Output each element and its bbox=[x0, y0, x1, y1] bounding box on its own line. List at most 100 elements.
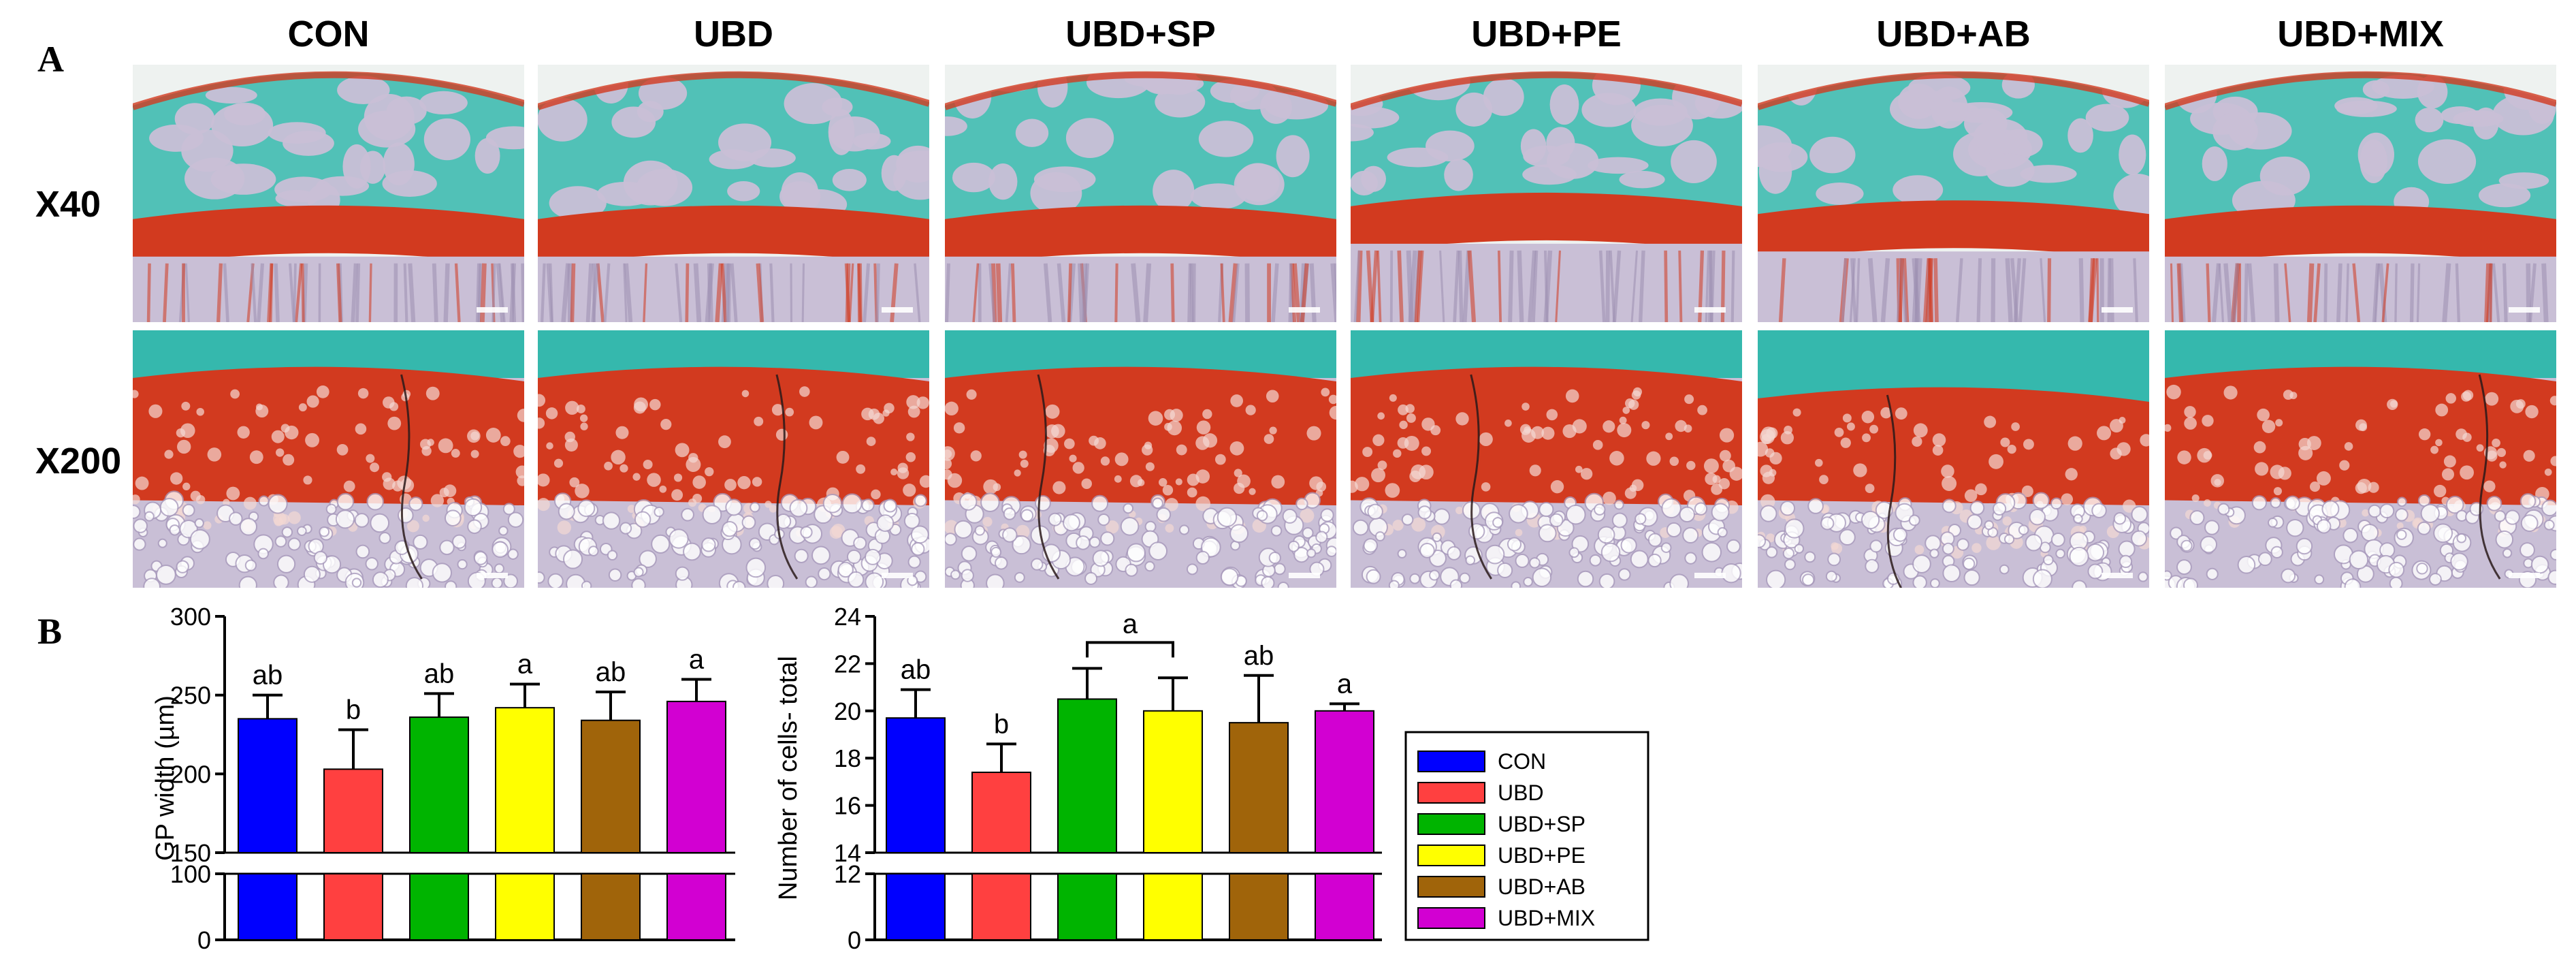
trabecula bbox=[1366, 250, 1374, 322]
hypertrophic-cell bbox=[502, 503, 515, 516]
hypertrophic-cell bbox=[841, 493, 863, 514]
chondrocyte bbox=[1306, 426, 1321, 441]
hypertrophic-cell bbox=[2368, 504, 2381, 518]
hypertrophic-cell bbox=[1594, 503, 1606, 516]
hypertrophic-cell bbox=[974, 525, 986, 536]
marrow-pocket bbox=[2360, 139, 2387, 184]
trabecula bbox=[146, 263, 151, 322]
scale-bar bbox=[1694, 573, 1726, 578]
chondrocyte bbox=[2097, 426, 2112, 441]
micrograph-x40-ubd-ab bbox=[1758, 65, 2149, 322]
chondrocyte bbox=[1100, 456, 1110, 466]
trabecula bbox=[570, 263, 576, 322]
chondrocyte bbox=[2210, 474, 2225, 488]
trabecula bbox=[2416, 263, 2421, 322]
background bbox=[2165, 65, 2556, 106]
hypertrophic-cell bbox=[2131, 505, 2148, 523]
bar-ubd-pe bbox=[495, 707, 555, 853]
trabecula bbox=[756, 263, 764, 322]
chondrocyte bbox=[1069, 454, 1077, 462]
trabecula bbox=[1271, 263, 1279, 322]
chondrocyte bbox=[427, 439, 434, 446]
scale-bar bbox=[477, 307, 508, 313]
hypertrophic-cell bbox=[2456, 533, 2467, 543]
hypertrophic-cell bbox=[914, 494, 927, 507]
trabecula bbox=[2313, 263, 2321, 322]
section-crack bbox=[1886, 394, 1903, 588]
marrow-pocket bbox=[423, 118, 471, 161]
marrow-pocket bbox=[1483, 78, 1524, 116]
micrograph-x40-ubd-pe bbox=[1351, 65, 1742, 322]
hypertrophic-cell bbox=[303, 565, 321, 583]
hypertrophic-cell bbox=[2025, 534, 2043, 552]
hypertrophic-cell bbox=[268, 494, 288, 514]
hypertrophic-cell bbox=[2018, 524, 2029, 535]
chondrocyte bbox=[181, 401, 191, 411]
chondrocyte bbox=[1014, 469, 1021, 477]
chondrocyte bbox=[176, 428, 186, 438]
micrograph-x200-ubd-ab bbox=[1758, 330, 2149, 588]
growth-plate bbox=[1351, 192, 1742, 254]
marrow-pocket bbox=[1907, 74, 1971, 101]
chondrocyte bbox=[2362, 509, 2369, 517]
hypertrophic-cell bbox=[1419, 543, 1435, 558]
hypertrophic-cell bbox=[1374, 531, 1385, 541]
chondrocyte bbox=[1202, 409, 1212, 420]
marrow-pocket bbox=[727, 181, 760, 202]
chondrocyte bbox=[2270, 464, 2285, 479]
marrow-pocket bbox=[2372, 74, 2434, 99]
chondrocyte bbox=[2434, 484, 2447, 498]
chondrocyte bbox=[2204, 499, 2211, 507]
trabecula bbox=[163, 263, 169, 322]
hypertrophic-cell bbox=[1459, 572, 1470, 584]
bar-stub-con bbox=[886, 873, 946, 941]
chondrocyte bbox=[545, 407, 558, 420]
hypertrophic-cell bbox=[1929, 578, 1940, 588]
chondrocyte bbox=[2499, 461, 2507, 469]
chondrocyte bbox=[237, 426, 250, 439]
hypertrophic-cell bbox=[2050, 497, 2063, 510]
hypertrophic-cell bbox=[846, 549, 862, 565]
chondrocyte bbox=[1129, 475, 1143, 488]
hypertrophic-cell bbox=[547, 573, 564, 588]
hypertrophic-cell bbox=[273, 574, 289, 588]
y-tick-label: 0 bbox=[848, 926, 861, 954]
hypertrophic-cell bbox=[767, 574, 785, 588]
hypertrophic-cell bbox=[1801, 573, 1815, 586]
hypertrophic-cell bbox=[1679, 506, 1695, 523]
hypertrophic-cell bbox=[1929, 548, 1939, 558]
chondrocyte bbox=[305, 432, 319, 447]
hypertrophic-cell bbox=[1012, 535, 1031, 555]
chondrocyte bbox=[1385, 483, 1400, 498]
trabecula bbox=[1353, 250, 1361, 322]
hypertrophic-cell bbox=[1089, 536, 1101, 548]
y-tick-label: 300 bbox=[170, 603, 211, 631]
hypertrophic-cell bbox=[2043, 554, 2054, 566]
hypertrophic-cell bbox=[1765, 546, 1778, 558]
column-title-ubd-mix: UBD+MIX bbox=[2277, 14, 2444, 54]
hypertrophic-cell bbox=[1186, 563, 1198, 575]
trabecula bbox=[1290, 263, 1297, 322]
trabecula bbox=[1187, 263, 1192, 322]
hypertrophic-cell bbox=[1302, 526, 1314, 539]
bar-stub-ubd-sp bbox=[1057, 873, 1117, 941]
marrow-pocket bbox=[2212, 112, 2258, 151]
hypertrophic-cell bbox=[2494, 510, 2507, 522]
chondrocyte bbox=[1455, 507, 1463, 514]
chondrocyte bbox=[1479, 432, 1493, 446]
chondrocyte bbox=[1762, 471, 1775, 484]
chondrocyte bbox=[2197, 447, 2212, 463]
bar-ubd bbox=[323, 768, 383, 853]
chondrocyte bbox=[1165, 498, 1178, 511]
hypertrophic-cell bbox=[1195, 550, 1210, 565]
chondrocyte bbox=[2435, 403, 2449, 417]
chondrocyte bbox=[1515, 528, 1523, 537]
hypertrophic-cell bbox=[1804, 551, 1816, 563]
micrograph-x200-ubd-mix bbox=[2165, 330, 2556, 588]
chondrocyte bbox=[2492, 438, 2500, 447]
hypertrophic-cell bbox=[2281, 568, 2296, 584]
trabecula bbox=[2345, 263, 2349, 322]
chondrocyte bbox=[2255, 462, 2269, 476]
legend-swatch-ubd-mix bbox=[1417, 907, 1485, 929]
section-crack bbox=[1037, 374, 1060, 580]
